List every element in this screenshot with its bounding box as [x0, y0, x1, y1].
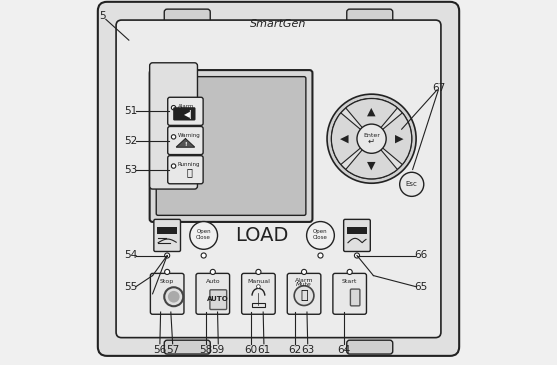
Text: 61: 61 [257, 345, 271, 356]
Text: Running: Running [178, 162, 201, 168]
Circle shape [172, 105, 176, 110]
Circle shape [165, 253, 170, 258]
Text: 🔇: 🔇 [300, 289, 308, 302]
Circle shape [318, 253, 323, 258]
Text: 58: 58 [199, 345, 212, 356]
Text: 52: 52 [124, 135, 137, 146]
Text: ▲: ▲ [367, 107, 376, 116]
Circle shape [354, 253, 359, 258]
Text: 54: 54 [124, 250, 137, 261]
FancyBboxPatch shape [116, 20, 441, 338]
FancyBboxPatch shape [287, 273, 321, 314]
Text: 5: 5 [99, 11, 105, 22]
FancyBboxPatch shape [168, 155, 203, 184]
Text: ◀|: ◀| [184, 110, 193, 119]
Text: Mute: Mute [296, 282, 312, 287]
Text: ▶: ▶ [394, 134, 403, 144]
FancyBboxPatch shape [168, 127, 203, 155]
Text: Stop: Stop [160, 278, 174, 284]
FancyBboxPatch shape [150, 63, 198, 189]
Wedge shape [346, 99, 397, 139]
Circle shape [165, 269, 170, 274]
Circle shape [168, 291, 179, 303]
Text: Auto: Auto [206, 278, 220, 284]
FancyBboxPatch shape [168, 97, 203, 126]
Polygon shape [177, 139, 194, 147]
Text: Start: Start [342, 278, 358, 284]
Text: 60: 60 [245, 345, 258, 356]
Text: Open: Open [313, 229, 328, 234]
Text: Enter: Enter [363, 132, 380, 138]
Text: 57: 57 [166, 345, 179, 356]
Circle shape [347, 269, 352, 274]
Text: Close: Close [196, 235, 211, 240]
Circle shape [327, 94, 416, 183]
Text: ◀: ◀ [340, 134, 349, 144]
FancyBboxPatch shape [150, 273, 184, 314]
Text: Esc: Esc [406, 181, 418, 187]
Text: 59: 59 [212, 345, 225, 356]
Text: ↵: ↵ [368, 137, 375, 146]
Circle shape [201, 253, 206, 258]
Text: Warning: Warning [178, 133, 201, 138]
Text: 55: 55 [124, 281, 137, 292]
FancyBboxPatch shape [210, 290, 227, 310]
FancyBboxPatch shape [347, 9, 393, 23]
Circle shape [294, 286, 314, 306]
Wedge shape [331, 113, 372, 165]
Circle shape [256, 269, 261, 274]
Text: 🔒: 🔒 [186, 168, 192, 178]
Circle shape [172, 164, 176, 168]
Text: 51: 51 [124, 106, 137, 116]
FancyBboxPatch shape [156, 77, 306, 215]
Text: Close: Close [313, 235, 328, 240]
FancyBboxPatch shape [252, 303, 265, 307]
Circle shape [210, 269, 216, 274]
FancyBboxPatch shape [242, 273, 275, 314]
Circle shape [257, 285, 260, 288]
FancyBboxPatch shape [164, 9, 210, 23]
Circle shape [400, 172, 424, 196]
Wedge shape [346, 139, 397, 179]
Text: LOAD: LOAD [236, 226, 289, 245]
Text: 65: 65 [414, 281, 427, 292]
Wedge shape [372, 113, 412, 165]
Text: 64: 64 [338, 345, 351, 356]
Text: Manual: Manual [247, 278, 270, 284]
Text: AUTO: AUTO [207, 296, 229, 302]
Text: 63: 63 [301, 345, 314, 356]
FancyBboxPatch shape [347, 227, 367, 234]
FancyBboxPatch shape [347, 340, 393, 354]
FancyBboxPatch shape [350, 289, 360, 306]
Text: 53: 53 [124, 165, 137, 175]
Text: Alarm: Alarm [178, 104, 194, 109]
Text: ▼: ▼ [367, 161, 376, 171]
FancyBboxPatch shape [150, 70, 312, 222]
FancyBboxPatch shape [154, 219, 180, 251]
Text: Alarm: Alarm [295, 278, 313, 283]
Text: 56: 56 [153, 345, 167, 356]
Circle shape [306, 222, 334, 249]
Circle shape [357, 124, 386, 153]
FancyBboxPatch shape [196, 273, 229, 314]
Circle shape [301, 269, 306, 274]
Circle shape [172, 135, 176, 139]
Text: SmartGen: SmartGen [250, 19, 307, 29]
FancyBboxPatch shape [164, 340, 210, 354]
Text: Open: Open [197, 229, 211, 234]
FancyBboxPatch shape [174, 108, 195, 120]
Text: 62: 62 [289, 345, 301, 356]
Circle shape [164, 287, 183, 306]
Circle shape [190, 222, 218, 249]
FancyBboxPatch shape [98, 2, 459, 356]
Text: 67: 67 [432, 82, 446, 93]
Text: !: ! [184, 142, 187, 147]
FancyBboxPatch shape [344, 219, 370, 251]
FancyBboxPatch shape [333, 273, 367, 314]
Text: 66: 66 [414, 250, 427, 261]
Circle shape [331, 99, 412, 179]
FancyBboxPatch shape [157, 227, 177, 234]
